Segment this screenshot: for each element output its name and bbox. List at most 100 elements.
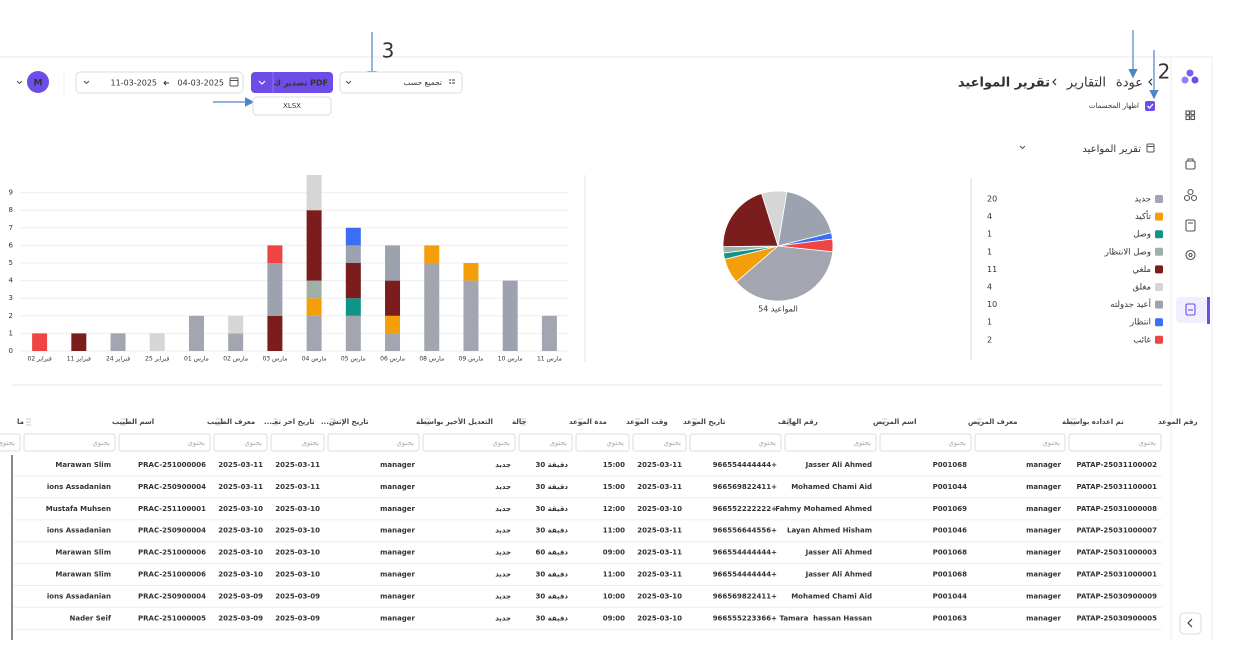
table-cell: 966569822411+	[713, 592, 777, 600]
export-menu-toggle[interactable]	[258, 80, 266, 85]
filter-input[interactable]	[270, 433, 325, 452]
legend-swatch	[1155, 230, 1163, 239]
table-cell: Layan Ahmed Hisham	[787, 527, 872, 535]
table-cell: 2025-03-10	[218, 549, 263, 557]
collapse-button[interactable]	[1179, 612, 1202, 635]
export-label[interactable]: تصدير ك PDF	[274, 79, 328, 88]
group-by-placeholder[interactable]: تجميع حسب	[403, 78, 442, 87]
table-cell: P001068	[933, 549, 967, 557]
nav-reports[interactable]	[1185, 303, 1196, 316]
filter-placeholder: يحتوي	[549, 439, 567, 447]
bar-segment	[306, 298, 322, 316]
section-header[interactable]: تقرير المواعيد	[1019, 143, 1155, 155]
column-header: تاريخ اخر تعـ...	[264, 418, 315, 426]
chevron	[345, 80, 352, 85]
bar-segment	[541, 315, 557, 351]
filter-input[interactable]	[118, 433, 211, 452]
table-cell: جديد	[495, 527, 511, 535]
table-cell: 2025-03-10	[637, 592, 682, 600]
nav-group[interactable]	[1183, 188, 1198, 202]
filter-input[interactable]	[879, 433, 972, 452]
show-charts-toggle[interactable]: اظهار المجسمات	[1089, 101, 1155, 111]
x-tick-label: 10 مارس	[498, 356, 523, 363]
sort-icon	[635, 418, 640, 426]
table-cell: manager	[380, 571, 415, 579]
legend-swatch	[1155, 195, 1163, 203]
sort-icon	[521, 418, 526, 426]
bar-segment	[306, 210, 322, 281]
date-range[interactable]	[75, 71, 244, 94]
x-tick-label: 02 فبراير	[28, 356, 52, 363]
table-cell: 30 دقيقة	[535, 527, 568, 535]
filter-input[interactable]	[1068, 433, 1162, 452]
checkbox-label[interactable]: اظهار المجسمات	[1089, 102, 1139, 110]
date-to[interactable]: 11-03-2025	[111, 79, 158, 88]
checkbox[interactable]	[1145, 101, 1155, 111]
table-cell: 09:00	[603, 614, 625, 622]
nav-calc[interactable]	[1185, 219, 1196, 232]
filter-placeholder: يحتوي	[606, 439, 624, 447]
filter-input[interactable]	[575, 433, 630, 452]
filter-input[interactable]	[632, 433, 687, 452]
avatar[interactable]	[27, 71, 49, 93]
column-header: رقم الموعد	[1158, 418, 1197, 426]
filter-input[interactable]	[689, 433, 782, 452]
nav-dashboard[interactable]	[1185, 110, 1196, 121]
export-button[interactable]	[251, 72, 333, 93]
chevron[interactable]	[16, 80, 23, 85]
filter-input[interactable]	[784, 433, 877, 452]
legend-swatch	[1155, 283, 1163, 291]
nav-bag[interactable]	[1185, 158, 1196, 170]
x-tick-label: 02 مارس	[223, 356, 248, 363]
date-from[interactable]: 04-03-2025	[178, 79, 225, 88]
column-header: مدة الموعد	[569, 418, 607, 426]
table-cell: P001068	[933, 461, 967, 469]
legend: جديد 20 تأكيد 4 وصل 1 وصل الانتظار 1 ملغي 11 مغلق 4…	[987, 195, 1163, 345]
table-cell: 966552222222+	[713, 505, 777, 513]
filter-input[interactable]	[974, 433, 1066, 452]
table-cell: 11:00	[603, 571, 625, 579]
table-cell: manager	[1026, 527, 1061, 535]
legend-label: أعيد جدولته	[1110, 298, 1151, 310]
breadcrumb-link[interactable]: التقارير	[1066, 76, 1106, 91]
filter-input[interactable]	[422, 433, 516, 452]
filter-placeholder: يحتوي	[92, 439, 110, 447]
nav-settings[interactable]	[1185, 249, 1196, 261]
toolbar: تجميع حسب تصدير ك PDF XLSX 04-03-2025 11…	[16, 70, 463, 116]
group-by-select[interactable]	[339, 71, 463, 94]
bar-segment	[306, 175, 322, 211]
table-cell: PRAC-251100001	[138, 505, 206, 513]
export-option[interactable]: XLSX	[283, 102, 301, 110]
calendar-icon	[229, 77, 239, 87]
table-cell: manager	[1026, 505, 1061, 513]
bar-segment	[502, 280, 518, 351]
table-cell: جديد	[495, 571, 511, 579]
sort-icon	[977, 418, 982, 426]
filter-input[interactable]	[213, 433, 268, 452]
back-icon[interactable]	[1148, 78, 1153, 86]
filter-input[interactable]	[0, 433, 21, 452]
table-cell: PRAC-250900004	[138, 483, 206, 491]
table-cell: PATAP-25031100001	[1077, 483, 1158, 491]
sort-icon	[121, 418, 126, 426]
filter-input[interactable]	[327, 433, 420, 452]
section-icon	[1146, 143, 1155, 153]
x-tick-label: 24 فبراير	[106, 356, 130, 363]
table-cell: PATAP-25031000008	[1077, 505, 1158, 513]
legend-count: 10	[987, 300, 997, 309]
table-cell: Marawan Slim	[55, 461, 111, 469]
filter-input[interactable]	[23, 433, 116, 452]
sort-icon	[26, 418, 31, 426]
table-cell: 2025-03-10	[275, 505, 320, 513]
bar-segment	[424, 263, 440, 351]
legend-swatch	[1155, 335, 1163, 344]
bar-segment	[306, 315, 322, 351]
x-tick-label: 25 فبراير	[145, 356, 169, 363]
filter-input[interactable]	[518, 433, 573, 452]
table-cell: 966569822411+	[713, 483, 777, 491]
y-tick-label: 7	[9, 224, 13, 232]
back-link[interactable]: عودة	[1116, 76, 1143, 91]
table-cell: جديد	[495, 614, 511, 622]
table-cell: manager	[1026, 483, 1061, 491]
table-cell: manager	[1026, 614, 1061, 622]
